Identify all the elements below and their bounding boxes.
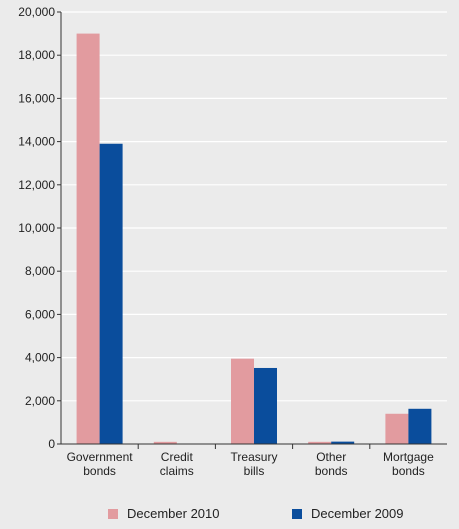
x-axis-labels: GovernmentbondsCreditclaimsTreasurybills…: [67, 450, 434, 478]
legend-label: December 2010: [127, 506, 220, 521]
axes: [60, 12, 447, 449]
y-tick-label: 16,000: [18, 91, 55, 105]
bar: [231, 358, 254, 444]
y-tick-label: 0: [48, 437, 55, 451]
y-tick-label: 18,000: [18, 48, 55, 62]
bars: [76, 33, 432, 444]
x-tick-label: Government: [67, 450, 134, 464]
x-tick-label: Treasury: [231, 450, 278, 464]
bar: [254, 367, 277, 444]
y-tick-label: 14,000: [18, 135, 55, 149]
x-tick-label: claims: [160, 464, 194, 478]
bar: [331, 441, 355, 444]
y-tick-label: 2,000: [25, 394, 55, 408]
x-tick-label: Other: [316, 450, 346, 464]
y-tick-label: 20,000: [18, 5, 55, 19]
legend-swatch: [292, 509, 302, 519]
bar: [385, 413, 409, 444]
bar: [408, 408, 432, 444]
legend-swatch: [108, 509, 118, 519]
y-tick-label: 12,000: [18, 178, 55, 192]
bar: [153, 441, 177, 444]
y-tick-label: 6,000: [25, 307, 55, 321]
x-tick-label: bonds: [315, 464, 348, 478]
x-tick-label: Mortgage: [383, 450, 434, 464]
x-tick-label: bonds: [392, 464, 425, 478]
y-axis-ticks: 0 2,000 4,000 6,000 8,000 10,000 12,000 14,000 1…: [18, 5, 61, 451]
x-tick-label: bonds: [83, 464, 116, 478]
bar: [308, 441, 332, 444]
x-tick-label: bills: [244, 464, 265, 478]
bar: [99, 143, 123, 444]
y-tick-label: 8,000: [25, 264, 55, 278]
bar: [76, 33, 100, 444]
x-tick-label: Credit: [161, 450, 194, 464]
y-tick-label: 10,000: [18, 221, 55, 235]
legend: December 2010 December 2009: [108, 506, 404, 521]
legend-label: December 2009: [311, 506, 404, 521]
y-tick-label: 4,000: [25, 351, 55, 365]
